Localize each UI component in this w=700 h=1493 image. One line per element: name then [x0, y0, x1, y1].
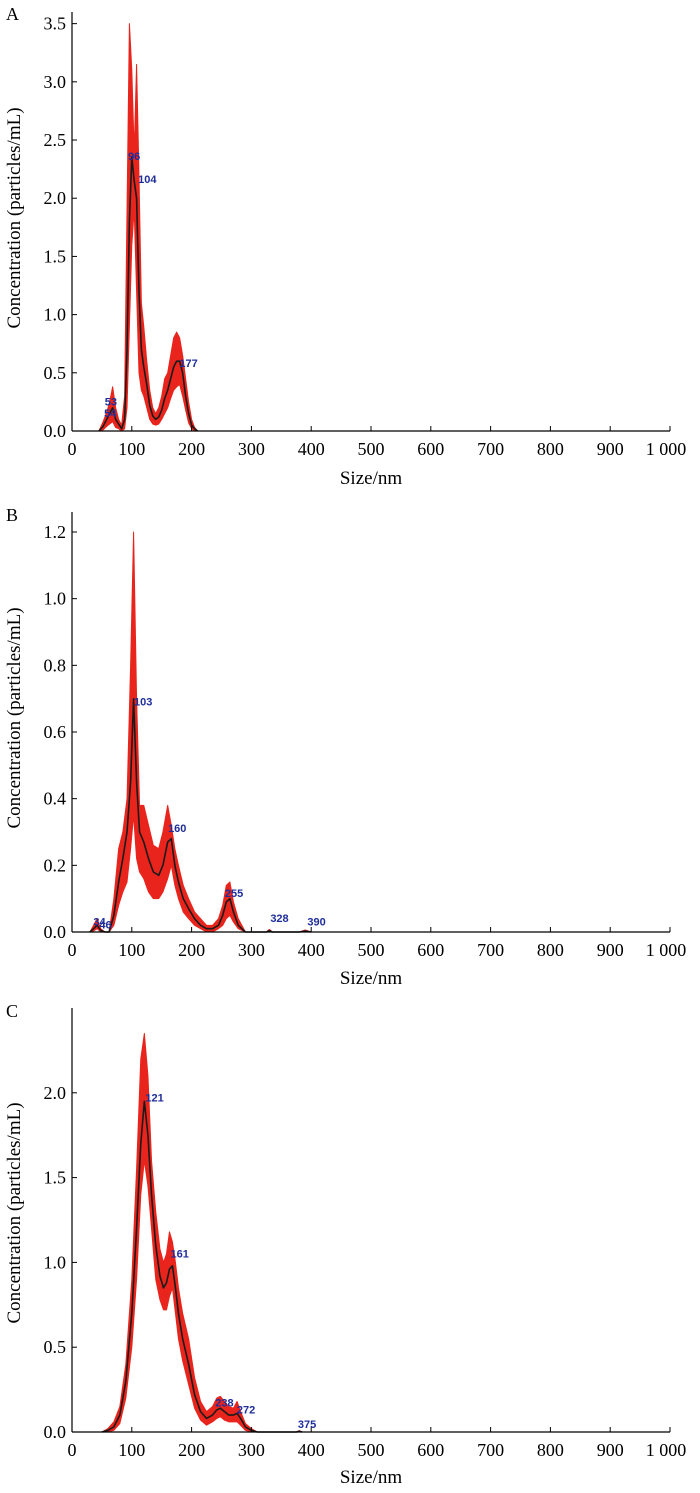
- x-tick-label: 800: [537, 940, 564, 960]
- x-tick-label: 300: [238, 439, 265, 459]
- x-tick-label: 200: [178, 439, 205, 459]
- peak-label: 390: [307, 916, 325, 928]
- y-tick-label: 0.6: [44, 722, 67, 742]
- y-tick-label: 3.0: [44, 72, 67, 92]
- y-tick-label: 0.2: [44, 855, 67, 875]
- x-tick-label: 200: [178, 1440, 205, 1460]
- x-tick-label: 1 000: [646, 940, 687, 960]
- mean-line: [89, 697, 312, 933]
- error-band: [89, 531, 312, 933]
- y-axis-label: Concentration (particles/mL): [4, 107, 25, 328]
- y-axis-label: Concentration (particles/mL): [4, 607, 25, 828]
- x-tick-label: 600: [417, 940, 444, 960]
- chart-panel-b: B 0.0 0.2 0.4 0.6 0.8 1.0 1.2 0 100 200 300 400 500 60…: [4, 505, 686, 989]
- x-tick-label: 1 000: [646, 439, 687, 459]
- chart-panel-c: C 0.0 0.5 1.0 1.5 2.0 0 100 200 300 400 500 600 700 80…: [4, 1001, 686, 1488]
- y-tick-label: 0.4: [44, 789, 67, 809]
- peak-label: 160: [168, 823, 186, 835]
- peak-label: 238: [215, 1398, 233, 1410]
- x-axis-label: Size/nm: [340, 968, 402, 989]
- x-axis-label: Size/nm: [340, 468, 402, 489]
- x-tick-label: 900: [597, 940, 624, 960]
- peak-label: 96: [128, 151, 140, 163]
- x-axis-label: Size/nm: [340, 1467, 402, 1488]
- x-tick-label: 300: [238, 940, 265, 960]
- y-tick-label: 3.5: [44, 14, 67, 34]
- peak-label: 375: [298, 1419, 316, 1431]
- x-tick-label: 500: [358, 439, 385, 459]
- x-tick-label: 800: [537, 1440, 564, 1460]
- error-band: [101, 1032, 303, 1433]
- y-tick-label: 1.0: [44, 589, 67, 609]
- panel-label: C: [6, 1001, 18, 1021]
- x-tick-label: 900: [597, 439, 624, 459]
- x-tick-label: 700: [477, 940, 504, 960]
- x-tick-label: 600: [417, 439, 444, 459]
- y-tick-label: 0.5: [44, 363, 67, 383]
- y-tick-label: 1.0: [44, 305, 67, 325]
- x-tick-label: 500: [358, 940, 385, 960]
- peak-label: 103: [134, 696, 152, 708]
- y-tick-label: 0.8: [44, 655, 67, 675]
- y-tick-label: 1.5: [44, 246, 67, 266]
- x-tick-label: 400: [298, 1440, 325, 1460]
- peak-label: 34: [93, 916, 106, 928]
- peak-label: 328: [270, 913, 288, 925]
- x-tick-label: 700: [477, 1440, 504, 1460]
- peak-label: 104: [138, 174, 157, 186]
- x-tick-label: 300: [238, 1440, 265, 1460]
- y-tick-label: 1.2: [44, 522, 67, 542]
- peak-label: 272: [237, 1404, 255, 1416]
- y-tick-label: 0.5: [44, 1337, 67, 1357]
- peak-label: 161: [170, 1248, 188, 1260]
- x-tick-label: 400: [298, 940, 325, 960]
- x-tick-label: 800: [537, 439, 564, 459]
- peak-label: 121: [145, 1092, 163, 1104]
- x-tick-label: 100: [118, 1440, 145, 1460]
- y-tick-label: 2.0: [44, 188, 67, 208]
- y-tick-label: 1.5: [44, 1168, 67, 1188]
- x-tick-label: 600: [417, 1440, 444, 1460]
- mean-line: [98, 156, 199, 432]
- y-tick-label: 2.0: [44, 1083, 67, 1103]
- peak-label: 177: [179, 358, 197, 370]
- x-tick-label: 500: [358, 1440, 385, 1460]
- peak-label: 53: [105, 396, 117, 408]
- x-tick-label: 900: [597, 1440, 624, 1460]
- peak-label: 54: [104, 408, 117, 420]
- y-tick-label: 0.0: [44, 922, 67, 942]
- peak-label: 46: [99, 920, 111, 932]
- y-tick-label: 2.5: [44, 130, 67, 150]
- panel-label: B: [6, 505, 18, 525]
- x-tick-label: 0: [68, 439, 77, 459]
- y-axis-label: Concentration (particles/mL): [4, 1102, 25, 1323]
- x-tick-label: 400: [298, 439, 325, 459]
- y-tick-label: 0.0: [44, 421, 67, 441]
- panel-label: A: [6, 4, 19, 24]
- x-tick-label: 0: [68, 940, 77, 960]
- y-tick-label: 0.0: [44, 1422, 67, 1442]
- x-tick-label: 100: [118, 940, 145, 960]
- x-tick-label: 100: [118, 439, 145, 459]
- peak-label: 255: [225, 888, 243, 900]
- x-tick-label: 200: [178, 940, 205, 960]
- y-tick-label: 1.0: [44, 1252, 67, 1272]
- x-tick-label: 1 000: [646, 1440, 687, 1460]
- mean-line: [101, 1100, 303, 1433]
- chart-panel-a: A 0.0 0.5 1.0 1.5 2.0 2.5 3.0 3.5 0 100 200 300 400 50…: [4, 4, 686, 489]
- x-tick-label: 700: [477, 439, 504, 459]
- x-tick-label: 0: [68, 1440, 77, 1460]
